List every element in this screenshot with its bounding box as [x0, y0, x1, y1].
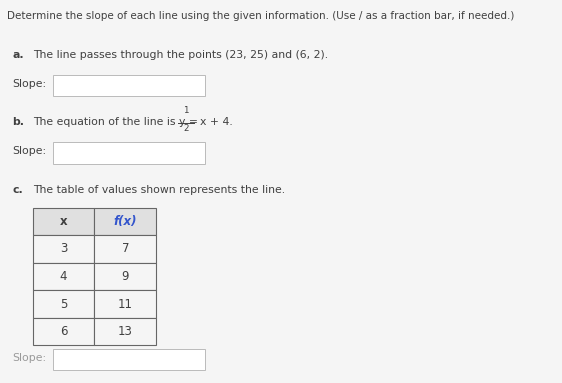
Text: 1: 1 [183, 106, 189, 115]
FancyBboxPatch shape [33, 208, 94, 235]
Text: 5: 5 [60, 298, 67, 311]
FancyBboxPatch shape [94, 208, 156, 235]
FancyBboxPatch shape [94, 235, 156, 263]
FancyBboxPatch shape [33, 290, 94, 318]
FancyBboxPatch shape [33, 235, 94, 263]
Text: 4: 4 [60, 270, 67, 283]
Text: x + 4.: x + 4. [200, 117, 232, 127]
FancyBboxPatch shape [53, 349, 205, 370]
Text: 2: 2 [183, 124, 189, 133]
Text: 7: 7 [121, 242, 129, 255]
FancyBboxPatch shape [53, 75, 205, 96]
FancyBboxPatch shape [94, 290, 156, 318]
Text: f(x): f(x) [114, 215, 137, 228]
Text: The table of values shown represents the line.: The table of values shown represents the… [33, 185, 285, 195]
Text: The equation of the line is y =: The equation of the line is y = [33, 117, 201, 127]
Text: 3: 3 [60, 242, 67, 255]
Text: Slope:: Slope: [12, 146, 47, 156]
FancyBboxPatch shape [94, 318, 156, 345]
Text: 11: 11 [118, 298, 133, 311]
FancyBboxPatch shape [33, 263, 94, 290]
Text: Determine the slope of each line using the given information. (Use / as a fracti: Determine the slope of each line using t… [7, 11, 514, 21]
Text: Slope:: Slope: [12, 353, 47, 363]
FancyBboxPatch shape [94, 263, 156, 290]
Text: The line passes through the points (23, 25) and (6, 2).: The line passes through the points (23, … [33, 50, 328, 60]
Text: c.: c. [12, 185, 23, 195]
FancyBboxPatch shape [33, 318, 94, 345]
Text: a.: a. [12, 50, 24, 60]
Text: b.: b. [12, 117, 24, 127]
Text: 6: 6 [60, 325, 67, 338]
FancyBboxPatch shape [53, 142, 205, 164]
Text: x: x [60, 215, 67, 228]
Text: 13: 13 [118, 325, 133, 338]
Text: 9: 9 [121, 270, 129, 283]
Text: Slope:: Slope: [12, 79, 47, 88]
